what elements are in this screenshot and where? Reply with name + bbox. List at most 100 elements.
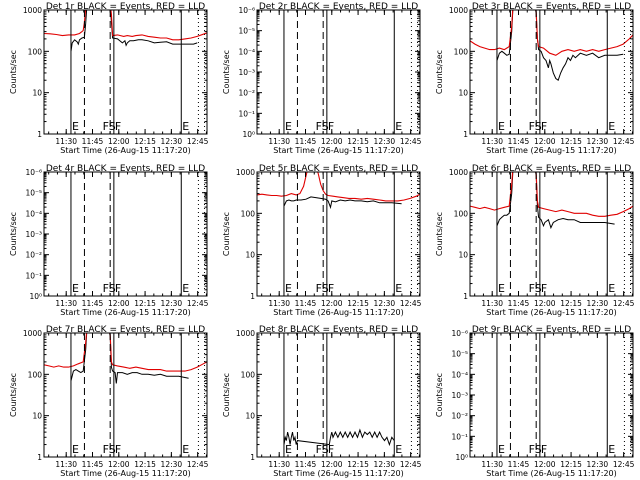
x-tick-label: 11:45 <box>508 460 530 469</box>
x-axis-label: Start Time (26-Aug-15 11:17:20) <box>273 469 404 478</box>
plot-frame <box>469 332 634 458</box>
x-tick-label: 12:30 <box>374 460 396 469</box>
marker-label: E <box>498 282 505 295</box>
x-tick-label: 12:00 <box>108 137 130 146</box>
x-tick-label: 12:30 <box>161 137 183 146</box>
y-tick-label: 10⁻⁴ <box>238 47 255 56</box>
panel-6: Det 6r BLACK = Events, RED = LLD E FS F E 1 10… <box>435 164 635 317</box>
y-tick-label: 10⁻⁴ <box>451 370 468 379</box>
panel-title: Det 5r BLACK = Events, RED = LLD <box>259 164 418 174</box>
y-tick-label: 10⁻³ <box>451 391 468 400</box>
y-axis-label: Counts/sec <box>222 212 231 256</box>
x-tick-label: 11:45 <box>295 299 317 308</box>
x-tick-label: 12:45 <box>613 460 635 469</box>
panel-9: Det 9r BLACK = Events, RED = LLD E FS F E 10⁰… <box>435 325 635 478</box>
y-tick-label: 10⁻⁴ <box>25 209 42 218</box>
series-group <box>283 428 395 447</box>
x-tick-label: 11:30 <box>268 137 290 146</box>
y-tick-label: 10⁻⁶ <box>238 6 255 15</box>
x-tick-label: 12:45 <box>613 137 635 146</box>
x-tick-label: 11:30 <box>55 137 77 146</box>
marker-label: FS <box>103 443 116 456</box>
x-axis-label: Start Time (26-Aug-15 11:17:20) <box>486 469 617 478</box>
y-tick-label: 10⁻¹ <box>238 109 255 118</box>
panel-title: Det 2r BLACK = Events, RED = LLD <box>259 2 418 12</box>
x-tick-label: 12:00 <box>534 137 556 146</box>
y-tick-label: 1000 <box>23 329 42 338</box>
y-tick-label: 100 <box>454 47 469 56</box>
marker-label: F <box>115 120 121 133</box>
y-tick-label: 10 <box>458 89 468 98</box>
panel-2: Det 2r BLACK = Events, RED = LLD E FS F E 10⁰… <box>222 2 422 155</box>
y-tick-label: 10⁻⁶ <box>451 329 468 338</box>
x-tick-label: 11:30 <box>481 137 503 146</box>
y-tick-label: 10⁻⁵ <box>238 27 255 36</box>
y-axis-label: Counts/sec <box>435 212 444 256</box>
y-tick-label: 10 <box>245 251 255 260</box>
marker-label: E <box>395 282 402 295</box>
x-tick-label: 12:15 <box>560 299 582 308</box>
x-tick-label: 12:15 <box>560 460 582 469</box>
x-tick-label: 11:45 <box>82 137 104 146</box>
x-tick-label: 12:30 <box>374 137 396 146</box>
marker-label: F <box>115 443 121 456</box>
panel-8: Det 8r BLACK = Events, RED = LLD E FS F E 1 10… <box>222 325 422 478</box>
y-tick-label: 100 <box>454 209 469 218</box>
marker-label: E <box>285 443 292 456</box>
lld-series-line <box>470 172 633 217</box>
panel-title: Det 7r BLACK = Events, RED = LLD <box>46 325 205 335</box>
y-tick-label: 1000 <box>23 6 42 15</box>
x-tick-label: 11:45 <box>508 299 530 308</box>
y-tick-label: 10 <box>32 89 42 98</box>
lld-series-line <box>470 10 633 56</box>
marker-label: F <box>328 120 334 133</box>
plot-frame <box>43 332 208 458</box>
x-tick-label: 12:45 <box>187 137 209 146</box>
panel-title: Det 9r BLACK = Events, RED = LLD <box>472 325 631 335</box>
y-axis-label: Counts/sec <box>222 50 231 94</box>
marker-label: F <box>328 282 334 295</box>
y-tick-label: 1000 <box>449 6 468 15</box>
y-tick-label: 1000 <box>236 168 255 177</box>
x-tick-label: 12:45 <box>187 299 209 308</box>
panel-title: Det 1r BLACK = Events, RED = LLD <box>46 2 205 12</box>
x-tick-label: 12:00 <box>321 299 343 308</box>
y-tick-label: 10⁻² <box>238 89 255 98</box>
x-tick-label: 12:00 <box>321 460 343 469</box>
marker-label: FS <box>529 282 542 295</box>
x-tick-label: 12:45 <box>613 299 635 308</box>
x-tick-label: 12:45 <box>187 460 209 469</box>
marker-label: FS <box>316 282 329 295</box>
series-group <box>44 10 207 52</box>
events-series-line <box>496 172 615 230</box>
plot-frame <box>256 332 421 458</box>
x-tick-label: 12:00 <box>321 137 343 146</box>
y-tick-label: 10 <box>245 412 255 421</box>
marker-label: FS <box>529 120 542 133</box>
y-tick-label: 1000 <box>236 329 255 338</box>
x-tick-label: 12:30 <box>587 460 609 469</box>
x-tick-label: 11:30 <box>268 460 290 469</box>
series-group <box>470 10 633 81</box>
y-tick-label: 100 <box>241 370 256 379</box>
marker-label: E <box>182 120 189 133</box>
marker-label: E <box>285 120 292 133</box>
marker-label: F <box>541 443 547 456</box>
y-tick-label: 1 <box>463 292 468 301</box>
lld-series-line <box>257 172 420 202</box>
y-axis-label: Counts/sec <box>435 373 444 417</box>
marker-label: E <box>608 282 615 295</box>
plot-frame <box>43 171 208 297</box>
marker-label: E <box>182 282 189 295</box>
panel-3: Det 3r BLACK = Events, RED = LLD E FS F E 1 10… <box>435 2 635 155</box>
x-tick-label: 12:30 <box>161 299 183 308</box>
marker-label: FS <box>316 443 329 456</box>
x-tick-label: 12:00 <box>108 460 130 469</box>
y-tick-label: 10⁻⁵ <box>25 189 42 198</box>
lld-series-line <box>44 333 207 372</box>
marker-label: E <box>285 282 292 295</box>
marker-label: F <box>541 120 547 133</box>
plot-frame <box>469 9 634 135</box>
marker-label: E <box>72 120 79 133</box>
